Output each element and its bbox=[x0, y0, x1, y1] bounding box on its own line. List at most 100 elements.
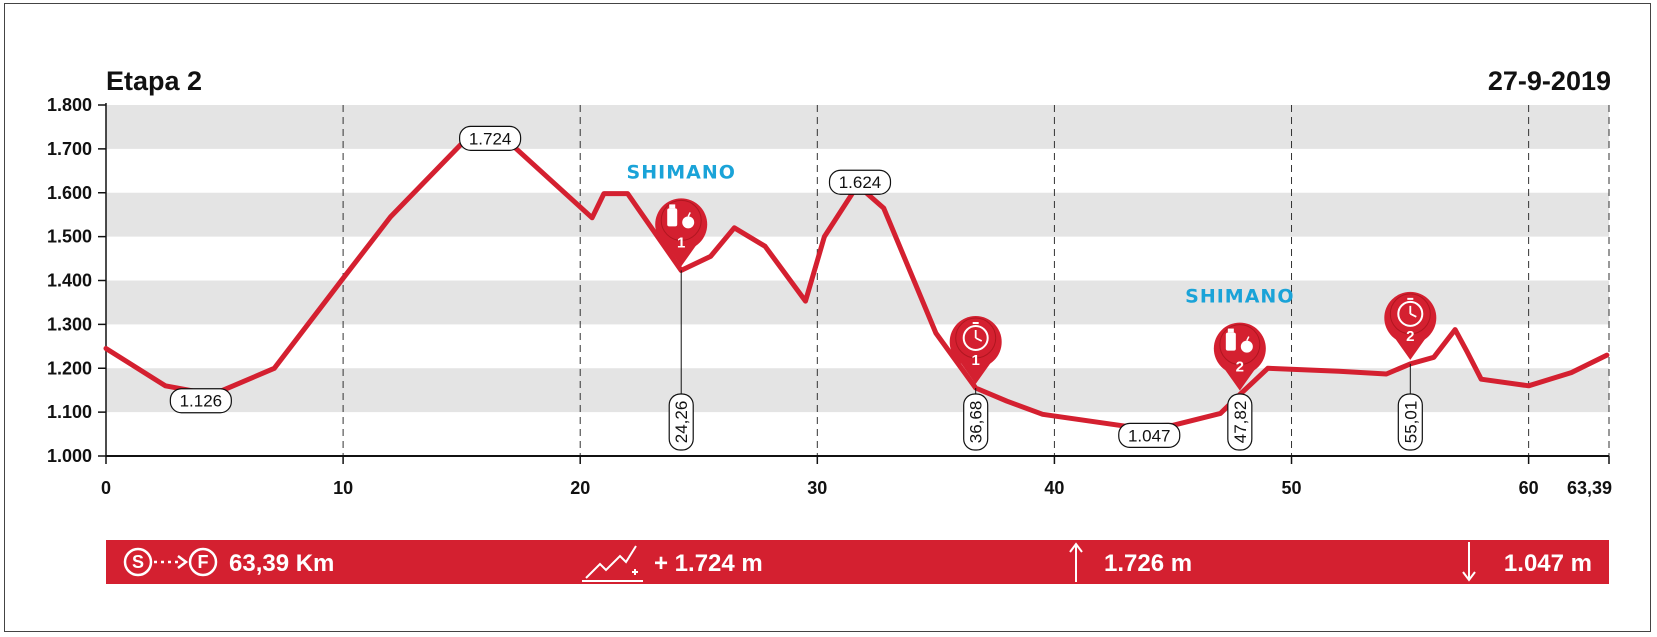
y-tick-label: 1.800 bbox=[47, 95, 92, 115]
annotation-text: 1.624 bbox=[839, 173, 882, 192]
bottle-icon bbox=[1225, 328, 1236, 351]
x-tick-label: 63,39 bbox=[1567, 478, 1612, 498]
max-altitude: 1.726 m bbox=[1104, 550, 1192, 577]
y-tick-label: 1.700 bbox=[47, 139, 92, 159]
marker-km-box bbox=[1227, 393, 1253, 451]
pin-ring bbox=[1389, 293, 1431, 335]
stopwatch-icon bbox=[1397, 297, 1424, 327]
total-distance: 63,39 Km bbox=[229, 550, 334, 577]
x-tick-label: 60 bbox=[1519, 478, 1539, 498]
pin-ring bbox=[660, 199, 702, 241]
annotation-text: 1.126 bbox=[180, 392, 223, 411]
stage-date: 27-9-2019 bbox=[1488, 66, 1611, 96]
vertical-gridlines bbox=[342, 105, 1610, 456]
time-check-pin-icon: 1 bbox=[949, 315, 1002, 384]
bottle-body bbox=[667, 208, 678, 227]
sponsor-logo: SHIMANO bbox=[627, 161, 736, 183]
marker-km-text: 47,82 bbox=[1231, 401, 1250, 444]
axes bbox=[105, 103, 1609, 457]
apple-stem bbox=[687, 212, 691, 217]
apple-icon bbox=[682, 212, 695, 229]
apple-body bbox=[682, 216, 695, 229]
annotation-box bbox=[1118, 422, 1181, 448]
route-marker-timer: 36,68 1 bbox=[949, 315, 1002, 451]
annotation-box bbox=[459, 125, 522, 151]
x-tick-label: 40 bbox=[1044, 478, 1064, 498]
x-axis-ticks: 0 10 20 30 40 50 60 63,39 bbox=[101, 456, 1612, 498]
stopwatch-icon bbox=[962, 321, 989, 351]
pin-head bbox=[949, 315, 1002, 368]
summary-bar: S F 63,39 Km + 1.724 m 1.726 m 1.047 m bbox=[106, 540, 1609, 584]
pin-number: 1 bbox=[677, 234, 685, 251]
chart-frame bbox=[4, 3, 1651, 632]
x-tick-label: 50 bbox=[1282, 478, 1302, 498]
x-tick-label: 10 bbox=[333, 478, 353, 498]
marker-km-box bbox=[1397, 393, 1423, 451]
start-letter: S bbox=[132, 552, 144, 572]
annotation-text: 1.047 bbox=[1128, 426, 1171, 445]
sponsor-logo: SHIMANO bbox=[1185, 286, 1294, 308]
arrow-up-icon bbox=[1069, 542, 1083, 582]
marker-km-text: 36,68 bbox=[967, 401, 986, 444]
altitude-annotations: 1.126 1.724 1.624 1.047 bbox=[169, 125, 1181, 448]
annotation-box bbox=[169, 388, 232, 414]
altitude-annotation: 1.624 bbox=[828, 169, 892, 195]
marker-km-text: 24,26 bbox=[672, 401, 691, 444]
y-tick-label: 1.500 bbox=[47, 227, 92, 247]
y-axis-ticks: 1.000 1.100 1.200 1.300 1.400 1.500 1.600 1.700… bbox=[47, 95, 106, 466]
y-tick-label: 1.200 bbox=[47, 358, 92, 378]
climb-chart-icon bbox=[582, 545, 643, 582]
y-tick-label: 1.100 bbox=[47, 402, 92, 422]
x-tick-label: 0 bbox=[101, 478, 111, 498]
bottle-cap bbox=[669, 204, 676, 209]
altitude-annotation: 1.126 bbox=[169, 388, 232, 414]
bottle-body bbox=[1225, 332, 1236, 351]
grid-band bbox=[106, 192, 1609, 237]
summary-bar-background bbox=[106, 540, 1609, 584]
pin-number: 1 bbox=[972, 352, 980, 369]
marker-km-text: 55,01 bbox=[1401, 401, 1420, 444]
stopwatch-hand bbox=[975, 337, 983, 342]
route-marker-feed: 24,26 1 SHIMANO bbox=[627, 161, 736, 451]
bottle-cap bbox=[1227, 328, 1234, 333]
stage-title: Etapa 2 bbox=[106, 66, 202, 96]
marker-km-box bbox=[963, 393, 989, 451]
min-altitude: 1.047 m bbox=[1504, 550, 1592, 577]
start-finish-icon: S F bbox=[123, 547, 218, 577]
y-tick-label: 1.600 bbox=[47, 183, 92, 203]
y-tick-label: 1.000 bbox=[47, 446, 92, 466]
apple-stem bbox=[1246, 336, 1250, 341]
annotation-box bbox=[828, 169, 892, 195]
background-bands bbox=[106, 105, 1609, 413]
route-marker-timer: 55,01 2 bbox=[1384, 291, 1437, 451]
pin-ring bbox=[1219, 324, 1261, 366]
apple-icon bbox=[1240, 336, 1253, 353]
altitude-annotation: 1.047 bbox=[1118, 422, 1181, 448]
stopwatch-hand bbox=[1409, 313, 1417, 318]
pin-ring bbox=[955, 317, 997, 359]
x-tick-label: 20 bbox=[570, 478, 590, 498]
marker-km-label: 24,26 bbox=[668, 393, 694, 451]
altitude-annotation: 1.724 bbox=[459, 125, 522, 151]
bottle-icon bbox=[667, 204, 678, 227]
route-marker-feed: 47,82 2 SHIMANO bbox=[1185, 286, 1294, 451]
marker-km-label: 47,82 bbox=[1227, 393, 1253, 451]
marker-km-label: 55,01 bbox=[1397, 393, 1423, 451]
y-tick-label: 1.400 bbox=[47, 271, 92, 291]
feed-zone-pin-icon: 1 bbox=[655, 198, 708, 267]
grid-band bbox=[106, 280, 1609, 325]
arrow-down-icon bbox=[1462, 542, 1476, 582]
pin-number: 2 bbox=[1236, 359, 1244, 376]
route-markers: 24,26 1 SHIMANO 36,68 1 47,82 2 SHIMANO 55,01 2 bbox=[627, 161, 1437, 451]
y-tick-label: 1.300 bbox=[47, 314, 92, 334]
finish-letter: F bbox=[198, 552, 209, 572]
elevation-gain: + 1.724 m bbox=[654, 550, 763, 577]
pin-head bbox=[1384, 291, 1437, 344]
apple-body bbox=[1240, 340, 1253, 353]
pin-number: 2 bbox=[1406, 328, 1414, 345]
marker-km-box bbox=[668, 393, 694, 451]
annotation-text: 1.724 bbox=[469, 129, 512, 148]
x-tick-label: 30 bbox=[807, 478, 827, 498]
time-check-pin-icon: 2 bbox=[1384, 291, 1437, 360]
